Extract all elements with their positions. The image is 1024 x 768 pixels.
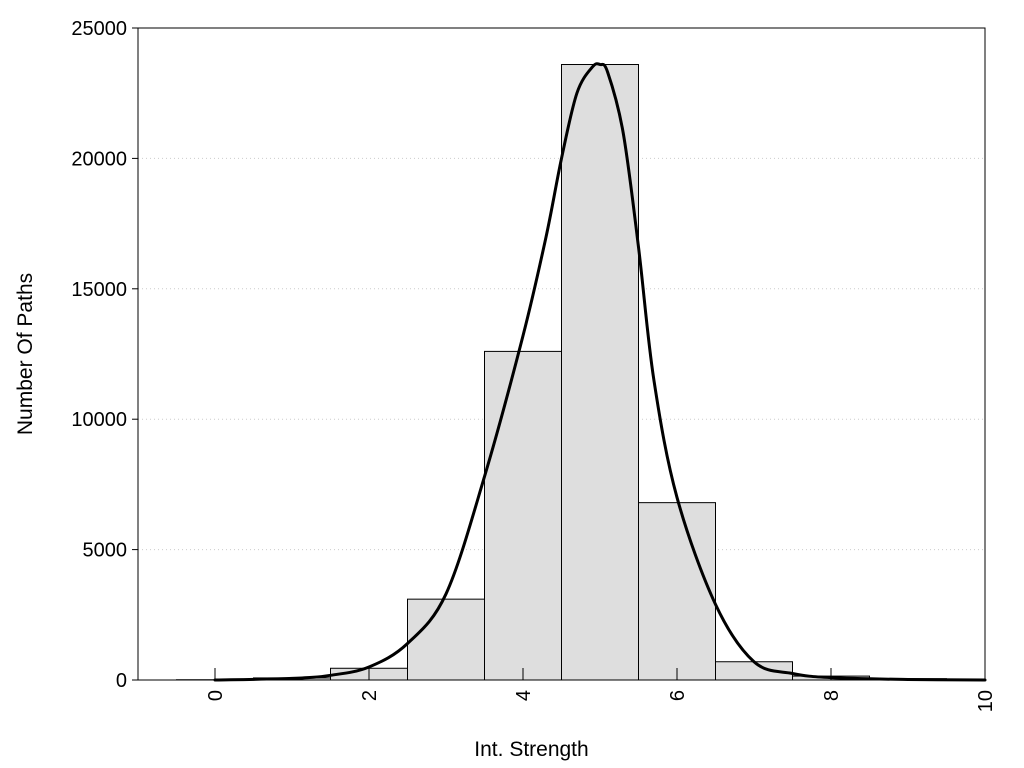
x-tick-label-2: 2 xyxy=(359,690,381,701)
bar-6 xyxy=(638,502,716,681)
axis-ticks: 0 5000 10000 15000 20000 25000 0 2 4 6 8 10 xyxy=(71,18,997,712)
y-tick-label-15000: 15000 xyxy=(71,279,127,301)
x-tick-label-6: 6 xyxy=(667,690,689,701)
density-curve xyxy=(213,62,987,682)
y-tick-label-20000: 20000 xyxy=(71,148,127,170)
x-tick-label-4: 4 xyxy=(513,690,535,701)
x-tick-label-10: 10 xyxy=(975,690,997,712)
x-tick-label-0: 0 xyxy=(205,690,227,701)
y-tick-label-5000: 5000 xyxy=(83,540,128,562)
y-tick-label-25000: 25000 xyxy=(71,18,127,40)
x-tick-label-8: 8 xyxy=(821,690,843,701)
y-axis-title: Number Of Paths xyxy=(14,273,37,435)
y-tick-label-10000: 10000 xyxy=(71,409,127,431)
plot-frame xyxy=(137,27,986,681)
bar-4 xyxy=(484,350,562,681)
density-curve-layer xyxy=(213,62,987,682)
x-axis-title: Int. Strength xyxy=(474,738,588,761)
histogram-bars xyxy=(176,64,947,681)
y-tick-label-0: 0 xyxy=(116,670,127,692)
bar-3 xyxy=(407,598,485,681)
